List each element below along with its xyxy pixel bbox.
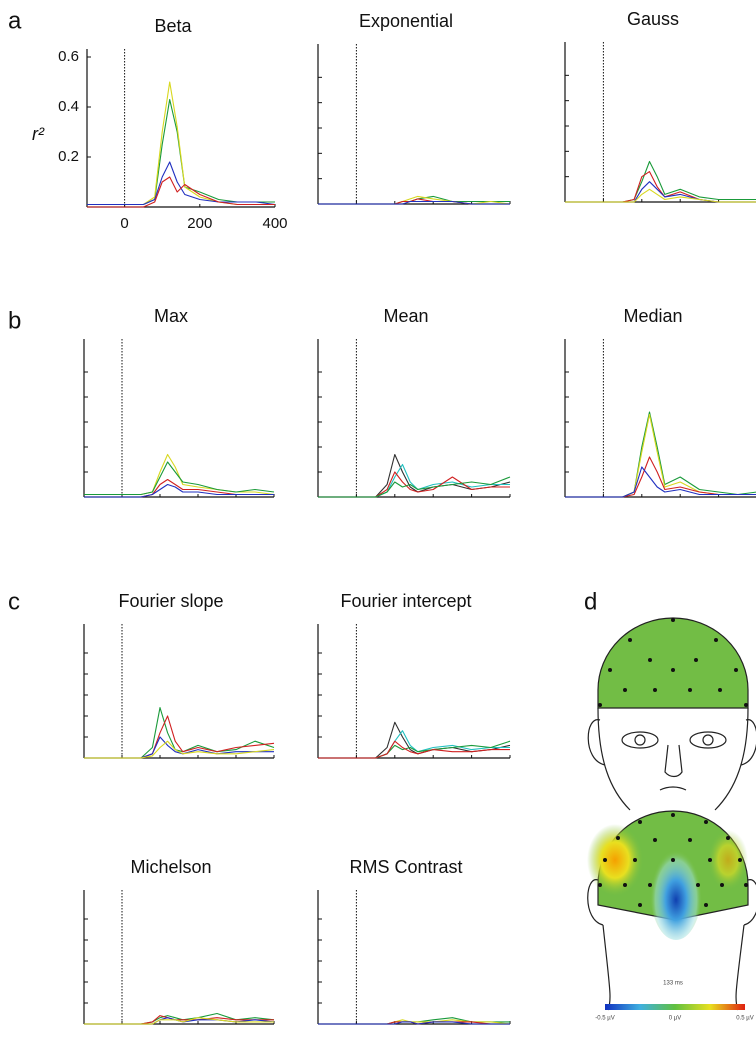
y-tick-label: 0.2 — [58, 148, 79, 165]
series-line — [84, 461, 275, 496]
chart-title: Mean — [383, 306, 428, 326]
series-line — [318, 200, 510, 205]
panel-letter: c — [8, 588, 20, 615]
series-line — [87, 161, 276, 206]
series-line — [84, 453, 275, 496]
series-line — [318, 740, 511, 759]
head-top — [587, 617, 756, 811]
x-tick-label: 400 — [262, 215, 287, 232]
series-line — [318, 463, 510, 498]
series-line — [318, 1021, 510, 1025]
x-tick-label: 200 — [187, 215, 212, 232]
series-line — [565, 188, 756, 203]
series-line — [84, 707, 275, 759]
series-line — [87, 81, 275, 206]
chart-title: Exponential — [359, 11, 453, 31]
series-line — [84, 1015, 274, 1025]
colorbar-label: -0.5 µV — [595, 1016, 614, 1022]
series-line — [318, 476, 511, 498]
series-line — [565, 411, 756, 498]
chart-title: Median — [623, 306, 682, 326]
series-line — [84, 483, 274, 498]
time-label: 133 ms — [663, 981, 683, 987]
electrodes — [598, 618, 748, 907]
series-line — [87, 176, 275, 208]
colorbar — [605, 1004, 745, 1010]
colorbar-label: 0.5 µV — [736, 1016, 753, 1022]
chart-title: Fourier slope — [118, 591, 223, 611]
series-line — [565, 160, 756, 203]
series-line — [84, 740, 275, 759]
series-line — [318, 740, 510, 759]
series-line — [318, 471, 510, 498]
chart-title: Beta — [154, 16, 192, 36]
chart-title: Gauss — [627, 9, 679, 29]
series-line — [565, 413, 756, 498]
panel-letter: d — [584, 588, 597, 615]
chart-title: RMS Contrast — [349, 857, 462, 877]
series-line — [318, 730, 510, 759]
head-bottom — [587, 810, 756, 1011]
panel-letter: b — [8, 307, 21, 334]
chart-title: Fourier intercept — [340, 591, 471, 611]
y-axis-label: r² — [32, 124, 45, 144]
y-tick-label: 0.4 — [58, 98, 79, 115]
series-line — [84, 1017, 274, 1025]
chart-title: Michelson — [130, 857, 211, 877]
colorbar-label: 0 µV — [669, 1016, 681, 1022]
series-line — [565, 171, 756, 203]
chart-title: Max — [154, 306, 188, 326]
panel-letter: a — [8, 7, 22, 34]
y-tick-label: 0.6 — [58, 48, 79, 65]
x-tick-label: 0 — [120, 215, 128, 232]
series-line — [565, 466, 756, 498]
series-line — [84, 736, 274, 759]
